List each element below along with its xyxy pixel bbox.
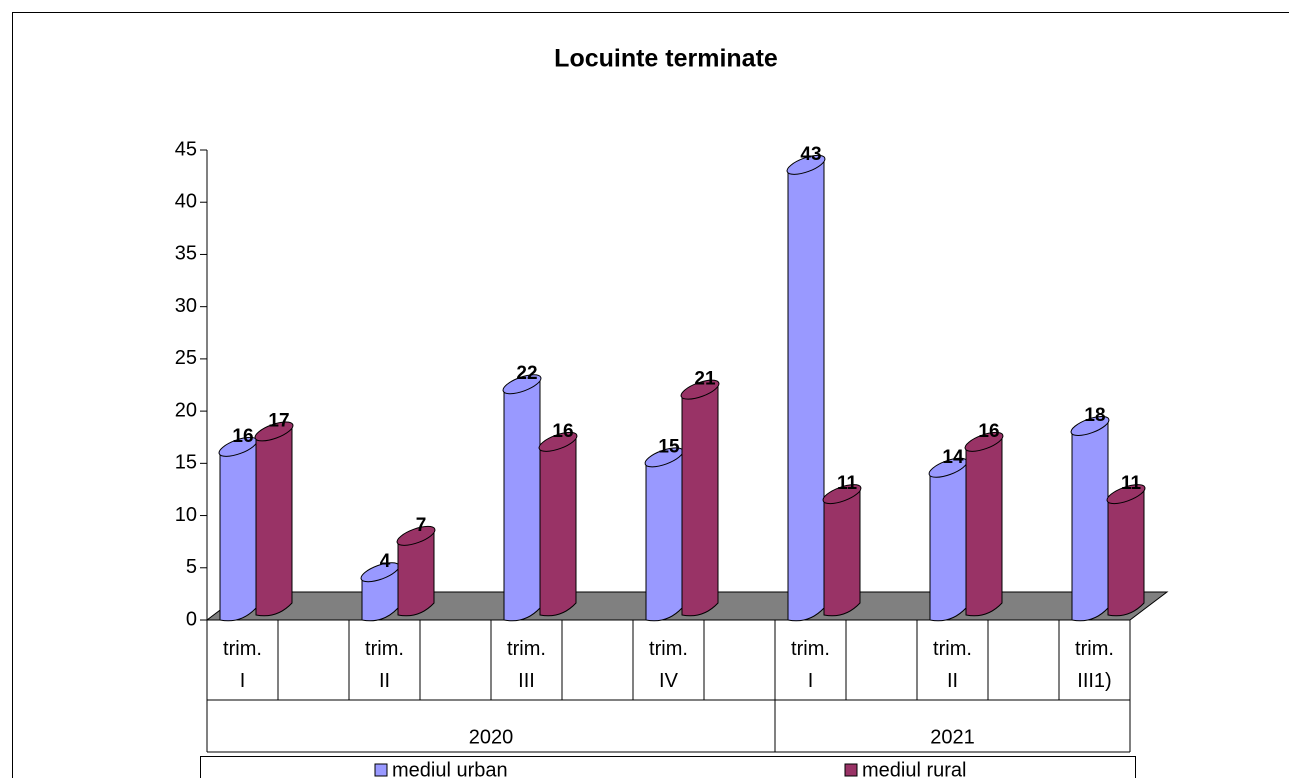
bar-body — [1107, 487, 1145, 617]
bar-body — [681, 382, 719, 617]
y-tick-label: 30 — [175, 295, 197, 317]
bar-top — [502, 374, 542, 395]
x-tick-label: trim. I — [791, 638, 830, 692]
value-label: 11 — [837, 473, 858, 494]
bar-top — [1106, 484, 1146, 505]
bar-body — [255, 424, 293, 617]
bar-body — [823, 487, 861, 617]
bar-top — [822, 484, 862, 505]
bar-top — [1070, 416, 1110, 436]
x-tick-label: trim. III — [507, 638, 546, 692]
bar — [928, 457, 968, 622]
y-tick-label: 20 — [175, 399, 197, 421]
y-tick-label: 15 — [175, 452, 197, 474]
bar — [786, 154, 826, 622]
bar — [644, 447, 684, 622]
y-tick-label: 5 — [186, 556, 197, 578]
x-tick-label: trim. II — [933, 638, 972, 692]
value-label: 7 — [416, 515, 427, 536]
legend-swatch — [844, 763, 858, 777]
legend-box — [200, 756, 1136, 778]
y-tick-label: 35 — [175, 243, 197, 265]
bar — [396, 525, 436, 617]
bar — [254, 421, 294, 617]
bar-body — [1071, 419, 1109, 622]
legend-label: mediul urban — [392, 759, 508, 778]
bar — [1106, 484, 1146, 617]
value-label: 14 — [942, 447, 964, 468]
bar-top — [680, 379, 720, 400]
y-tick-label: 45 — [175, 138, 197, 160]
value-label: 18 — [1084, 405, 1105, 426]
value-label: 17 — [268, 410, 289, 431]
x-tick-label: trim. III1) — [1075, 638, 1114, 692]
bar-body — [219, 440, 257, 622]
bar-top — [254, 421, 294, 442]
value-label: 21 — [694, 369, 716, 390]
bar — [538, 431, 578, 617]
value-label: 16 — [232, 426, 253, 447]
bar — [822, 484, 862, 617]
value-label: 22 — [516, 363, 537, 384]
bar-top — [396, 525, 436, 546]
y-tick-label: 0 — [186, 608, 197, 630]
value-label: 16 — [978, 421, 999, 442]
value-label: 11 — [1121, 473, 1142, 494]
y-tick-label: 40 — [175, 191, 197, 213]
bar-body — [539, 435, 577, 617]
bar — [502, 374, 542, 622]
bar-body — [645, 450, 683, 622]
bar-body — [787, 158, 825, 622]
group-label: 2021 — [930, 726, 975, 748]
legend-label: mediul rural — [862, 759, 966, 778]
value-label: 43 — [800, 144, 821, 165]
y-tick-label: 25 — [175, 347, 197, 369]
bar-top — [964, 431, 1004, 452]
group-label: 2020 — [469, 726, 514, 748]
bar-body — [397, 529, 435, 617]
bar-body — [929, 461, 967, 622]
bar — [964, 431, 1004, 617]
bar-body — [965, 435, 1003, 617]
bar — [1070, 416, 1110, 622]
bar-top — [786, 154, 826, 175]
x-tick-label: trim. IV — [649, 638, 688, 692]
bar — [680, 379, 720, 617]
chart-title: Locuinte terminate — [554, 45, 778, 73]
chart-border — [12, 12, 1289, 778]
value-label: 4 — [380, 551, 391, 572]
value-label: 15 — [658, 436, 680, 457]
value-label: 16 — [552, 421, 573, 442]
x-tick-label: trim. II — [365, 638, 404, 692]
legend-swatch — [374, 763, 388, 777]
bar — [218, 436, 258, 622]
bar-body — [503, 377, 541, 622]
bar-top — [538, 431, 578, 452]
x-tick-label: trim. I — [223, 638, 262, 692]
y-tick-label: 10 — [175, 504, 197, 526]
